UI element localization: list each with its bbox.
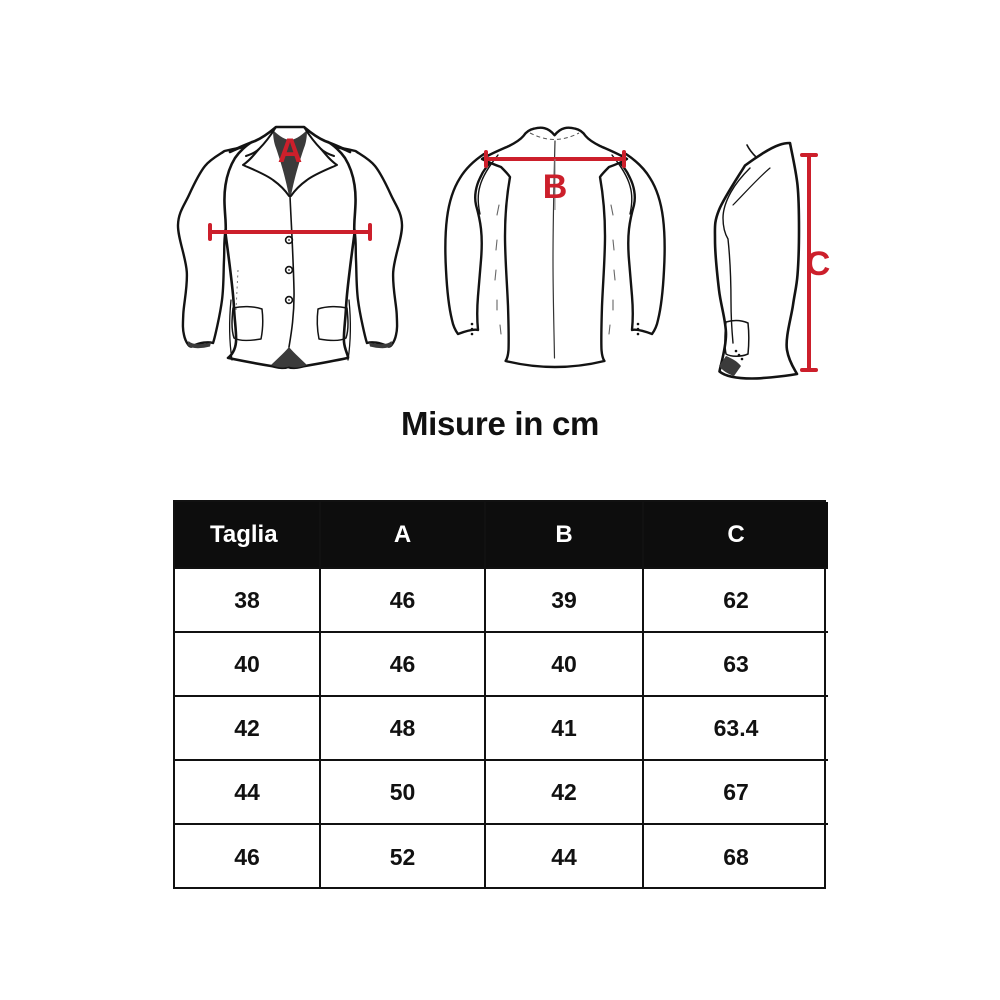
svg-text:C: C — [806, 245, 830, 283]
svg-text:A: A — [278, 132, 303, 170]
svg-text:B: B — [543, 168, 568, 206]
